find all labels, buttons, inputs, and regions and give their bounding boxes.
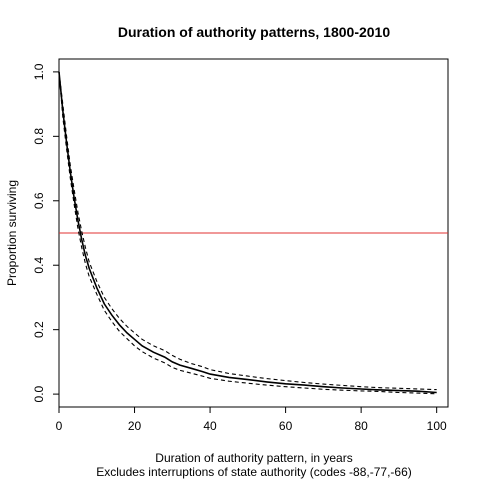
y-tick-label: 0.4 — [32, 257, 46, 274]
confidence-bound-line — [58, 71, 437, 395]
x-tick-label: 100 — [427, 419, 447, 433]
y-tick-label: 0.0 — [32, 385, 46, 402]
y-tick-label: 0.6 — [32, 192, 46, 209]
x-tick-label: 40 — [203, 419, 217, 433]
x-tick-label: 20 — [128, 419, 142, 433]
y-tick-label: 0.2 — [32, 321, 46, 338]
y-tick-label: 0.8 — [32, 128, 46, 145]
y-tick-label: 1.0 — [32, 63, 46, 80]
y-axis-label: Proportion surviving — [5, 180, 19, 286]
x-tick-label: 0 — [56, 419, 63, 433]
survival-curve — [58, 71, 437, 394]
series-layer — [58, 71, 437, 395]
chart-subtitle: Excludes interruptions of state authorit… — [96, 465, 412, 479]
chart-title: Duration of authority patterns, 1800-201… — [118, 24, 391, 40]
confidence-bound-line — [58, 71, 437, 391]
x-tick-label: 60 — [279, 419, 293, 433]
x-axis: 0 20 40 60 80 100 — [56, 407, 447, 433]
x-tick-label: 80 — [354, 419, 368, 433]
y-axis: 0.0 0.2 0.4 0.6 0.8 1.0 — [32, 63, 59, 402]
x-axis-label: Duration of authority pattern, in years — [155, 451, 352, 465]
